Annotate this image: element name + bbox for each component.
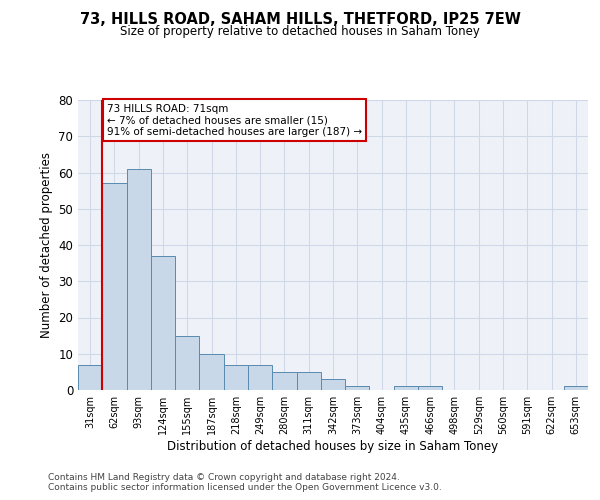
Bar	[564, 386, 588, 390]
Text: Contains HM Land Registry data © Crown copyright and database right 2024.: Contains HM Land Registry data © Crown c…	[48, 474, 400, 482]
Bar	[272, 372, 296, 390]
Bar	[127, 169, 151, 390]
Bar	[175, 336, 199, 390]
Bar	[151, 256, 175, 390]
Bar	[296, 372, 321, 390]
Bar	[199, 354, 224, 390]
Y-axis label: Number of detached properties: Number of detached properties	[40, 152, 53, 338]
Bar	[224, 364, 248, 390]
Bar	[78, 364, 102, 390]
Bar	[345, 386, 370, 390]
Bar	[248, 364, 272, 390]
Bar	[102, 184, 127, 390]
Text: 73, HILLS ROAD, SAHAM HILLS, THETFORD, IP25 7EW: 73, HILLS ROAD, SAHAM HILLS, THETFORD, I…	[80, 12, 520, 28]
Bar	[418, 386, 442, 390]
Bar	[394, 386, 418, 390]
X-axis label: Distribution of detached houses by size in Saham Toney: Distribution of detached houses by size …	[167, 440, 499, 453]
Text: Size of property relative to detached houses in Saham Toney: Size of property relative to detached ho…	[120, 25, 480, 38]
Text: Contains public sector information licensed under the Open Government Licence v3: Contains public sector information licen…	[48, 484, 442, 492]
Text: 73 HILLS ROAD: 71sqm
← 7% of detached houses are smaller (15)
91% of semi-detach: 73 HILLS ROAD: 71sqm ← 7% of detached ho…	[107, 104, 362, 137]
Bar	[321, 379, 345, 390]
